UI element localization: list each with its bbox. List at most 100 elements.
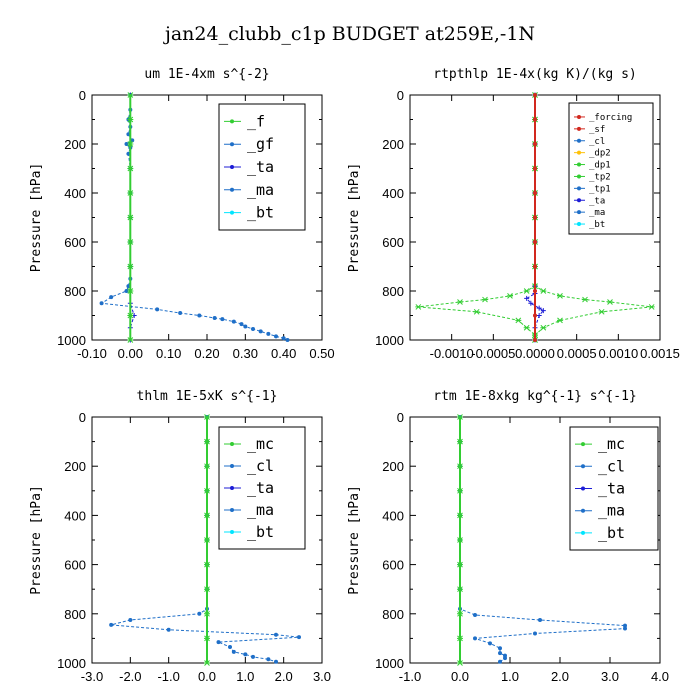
- y-tick-label: 400: [382, 186, 404, 201]
- legend-marker: [581, 442, 585, 447]
- data-point: [251, 654, 255, 659]
- y-tick-label: 400: [382, 508, 404, 523]
- data-point: [127, 214, 134, 221]
- x-tick-label: 0.30: [233, 346, 258, 361]
- legend-marker: [230, 464, 234, 468]
- data-point: [536, 313, 542, 318]
- data-point: [536, 305, 542, 311]
- data-point: [473, 308, 480, 315]
- legend-label: _ma: [247, 501, 274, 519]
- data-point: [507, 293, 513, 299]
- x-tick-label: -3.0: [81, 669, 103, 684]
- y-tick-label: 200: [382, 137, 404, 152]
- data-point: [109, 622, 114, 627]
- legend-marker: [230, 486, 234, 490]
- x-tick-label: 1.0: [501, 669, 519, 684]
- data-point: [127, 141, 134, 147]
- x-tick-label: 3.0: [313, 669, 331, 684]
- legend-marker: [581, 486, 585, 491]
- data-point: [533, 93, 537, 97]
- data-point: [533, 289, 537, 293]
- data-point: [212, 315, 217, 320]
- chart-panel-1: um 1E-4xm s^{-2} 0 200 400 600 800 1000-0.10 0.…: [29, 67, 335, 361]
- legend-marker: [230, 119, 234, 124]
- legend: _f _gf _ta _ma _bt: [218, 103, 306, 231]
- legend-label: _ma: [589, 208, 605, 218]
- data-point: [274, 334, 278, 339]
- legend-marker: [577, 138, 581, 143]
- data-point: [488, 641, 492, 646]
- figure-title: jan24_clubb_c1p BUDGET at259E,-1N: [163, 23, 535, 45]
- chart-panel-2: rtpthlp 1E-4x(kg K)/(kg s) 0 200 400 600 800 1…: [347, 67, 680, 361]
- data-point: [297, 635, 301, 640]
- data-point: [540, 324, 547, 331]
- data-point: [498, 651, 502, 656]
- legend-label: _ma: [247, 181, 274, 199]
- data-point: [127, 263, 134, 270]
- legend-marker: [577, 174, 581, 179]
- data-point: [124, 289, 129, 293]
- y-tick-label: 600: [382, 235, 404, 250]
- x-tick-label: 0.0000: [515, 346, 555, 361]
- data-point: [127, 239, 134, 245]
- data-point: [204, 414, 210, 420]
- data-point: [109, 295, 114, 300]
- data-point: [99, 301, 104, 306]
- y-axis-label: Pressure [hPa]: [29, 163, 44, 273]
- y-tick-label: 1000: [57, 333, 86, 348]
- data-point: [503, 656, 507, 661]
- series-f: [127, 92, 134, 343]
- data-point: [216, 640, 221, 645]
- data-point: [274, 659, 278, 664]
- x-tick-label: -1.0: [399, 669, 421, 684]
- data-point: [204, 660, 210, 666]
- data-point: [204, 537, 210, 543]
- data-point: [231, 319, 236, 324]
- legend-marker: [577, 222, 581, 227]
- y-axis-label: Pressure [hPa]: [347, 485, 362, 595]
- data-point: [457, 660, 463, 666]
- data-point: [243, 652, 248, 657]
- legend-label: _ta: [589, 196, 605, 206]
- legend-label: _f: [247, 112, 265, 130]
- data-point: [204, 610, 210, 617]
- y-tick-label: 400: [64, 508, 86, 523]
- data-point: [533, 142, 537, 146]
- data-point: [266, 331, 271, 336]
- legend-marker: [230, 508, 234, 512]
- data-point: [178, 311, 183, 316]
- data-point: [239, 322, 244, 327]
- data-point: [204, 438, 210, 445]
- data-point: [204, 561, 210, 568]
- data-point: [204, 635, 210, 642]
- x-tick-label: -2.0: [119, 669, 141, 684]
- legend-marker: [230, 187, 234, 192]
- y-tick-label: 0: [397, 410, 404, 425]
- x-tick-label: 0.0005: [557, 346, 597, 361]
- data-point: [281, 336, 286, 341]
- data-point: [204, 487, 210, 494]
- y-tick-label: 200: [64, 137, 86, 152]
- legend-marker: [577, 114, 581, 119]
- data-point: [127, 312, 134, 319]
- data-point: [127, 288, 134, 294]
- legend-marker: [577, 162, 581, 167]
- x-tick-label: 2.0: [275, 669, 293, 684]
- legend-label: _cl: [589, 137, 605, 147]
- data-point: [197, 313, 202, 318]
- data-point: [274, 632, 278, 637]
- x-tick-label: 3.0: [601, 669, 619, 684]
- y-tick-label: 200: [64, 459, 86, 474]
- y-tick-label: 800: [382, 607, 404, 622]
- data-point: [251, 326, 255, 331]
- chart-panel-3: thlm 1E-5xK s^{-1} 0 200 400 600 800 1000-3.0 -…: [29, 389, 331, 684]
- data-point: [457, 537, 463, 543]
- legend-label: _bt: [598, 524, 625, 542]
- y-tick-label: 200: [382, 459, 404, 474]
- series-dp1: [415, 92, 538, 343]
- panel-title: thlm 1E-5xK s^{-1}: [137, 389, 278, 404]
- y-tick-label: 800: [64, 284, 86, 299]
- y-tick-label: 800: [382, 284, 404, 299]
- legend: _mc _cl _ta _ma _bt: [569, 426, 659, 551]
